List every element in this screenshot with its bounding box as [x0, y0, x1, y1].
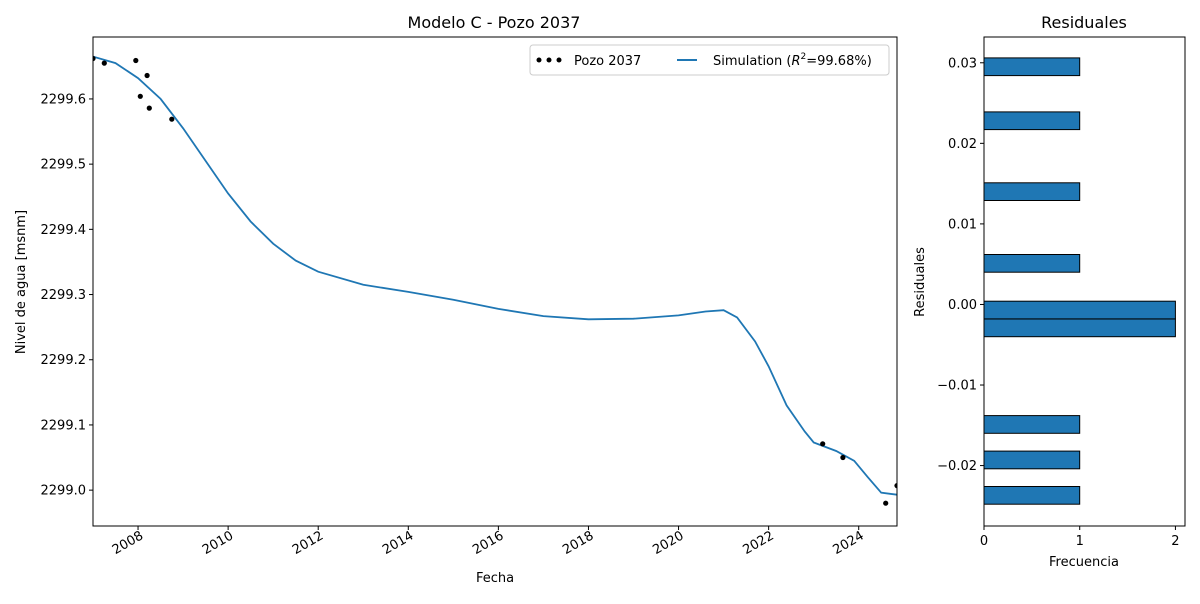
residuals-y-axis: −0.02 −0.01 0.00 0.01 0.02 0.03: [937, 56, 984, 474]
observation-point: [101, 60, 107, 66]
x-tick-label: 2010: [200, 528, 236, 558]
legend-label-simulation-sup: 2: [801, 52, 807, 62]
y-tick-label: 2299.1: [41, 418, 87, 433]
histogram-bar: [983, 415, 1081, 434]
y-tick-label: 2299.2: [41, 353, 87, 368]
residuals-plot-area: [983, 57, 1176, 505]
legend: Pozo 2037 Simulation (R2=99.68%): [529, 44, 890, 76]
observation-point: [144, 72, 150, 79]
main-chart-title: Modelo C - Pozo 2037: [408, 13, 581, 32]
residuals-x-axis: 0 1 2: [980, 526, 1180, 549]
observation-point: [133, 57, 139, 64]
main-plot-area: [93, 55, 897, 506]
histogram-bar: [983, 254, 1081, 273]
residuals-y-axis-label: Residuales: [913, 247, 928, 317]
legend-scatter-marker: [536, 57, 542, 63]
y-tick-label: 2299.6: [41, 92, 87, 107]
observation-point: [894, 483, 897, 489]
x-tick-label: 2012: [290, 528, 326, 558]
y-tick-label: 0.03: [948, 56, 977, 71]
legend-label-simulation: Simulation (R2=99.68%): [713, 52, 872, 69]
y-tick-label: 2299.3: [41, 288, 87, 303]
observation-point: [840, 454, 846, 461]
y-tick-label: 2299.0: [41, 484, 87, 499]
legend-label-simulation-suffix: =99.68%): [806, 54, 872, 69]
x-tick-label: 2016: [470, 528, 506, 558]
x-tick-label: 2014: [380, 528, 416, 558]
histogram-bar: [983, 182, 1081, 202]
residuals-x-axis-label: Frecuencia: [1049, 555, 1119, 570]
observation-point: [137, 93, 143, 99]
residuals-chart-title: Residuales: [1041, 13, 1127, 32]
y-tick-label: −0.02: [937, 459, 977, 474]
observation-point: [883, 500, 889, 506]
y-tick-label: 2299.4: [41, 223, 87, 238]
legend-scatter-marker: [546, 57, 552, 63]
main-x-axis: 2008 2010 2012 2014 2016 2018 2020 2022 2024: [110, 526, 867, 558]
x-tick-label: 2020: [650, 528, 686, 558]
residuals-axes-frame: [983, 36, 1186, 527]
x-tick-label: 1: [1076, 534, 1084, 549]
legend-label-simulation-prefix: Simulation (: [713, 54, 791, 69]
x-tick-label: 2008: [110, 528, 146, 558]
main-axes-frame: [92, 36, 898, 527]
observation-point: [93, 55, 96, 62]
histogram-bar: [983, 318, 1176, 338]
x-tick-label: 2022: [740, 528, 776, 558]
legend-label-simulation-r: R: [791, 54, 800, 69]
main-x-axis-label: Fecha: [476, 571, 514, 586]
main-chart: Modelo C - Pozo 2037 2008 2010 2012 2014 201…: [14, 13, 898, 586]
legend-scatter-marker: [556, 57, 562, 63]
simulation-line: [93, 55, 897, 496]
observation-point: [146, 105, 152, 111]
observation-point: [820, 441, 826, 447]
main-y-axis: 2299.0 2299.1 2299.2 2299.3 2299.4 2299.5 2299…: [41, 92, 93, 499]
x-tick-label: 2018: [560, 528, 596, 558]
y-tick-label: 2299.5: [41, 158, 87, 173]
observation-point: [169, 116, 175, 122]
histogram-bar: [983, 486, 1081, 505]
y-tick-label: 0.01: [948, 217, 977, 232]
x-tick-label: 2: [1171, 534, 1179, 549]
legend-box: [529, 44, 890, 76]
histogram-bar: [983, 300, 1176, 320]
x-tick-label: 2024: [831, 528, 867, 558]
residuals-chart: Residuales 0 1 2 −0.02 −0.01 0.00 0.01 0.02 0.0…: [913, 13, 1186, 570]
x-tick-label: 0: [980, 534, 988, 549]
main-y-axis-label: Nivel de agua [msnm]: [14, 210, 29, 354]
legend-label-observed: Pozo 2037: [574, 54, 641, 69]
histogram-bar: [983, 450, 1081, 470]
histogram-bar: [983, 57, 1081, 77]
y-tick-label: 0.00: [948, 298, 977, 313]
histogram-bar: [983, 111, 1081, 131]
y-tick-label: 0.02: [948, 137, 977, 152]
y-tick-label: −0.01: [937, 379, 977, 394]
